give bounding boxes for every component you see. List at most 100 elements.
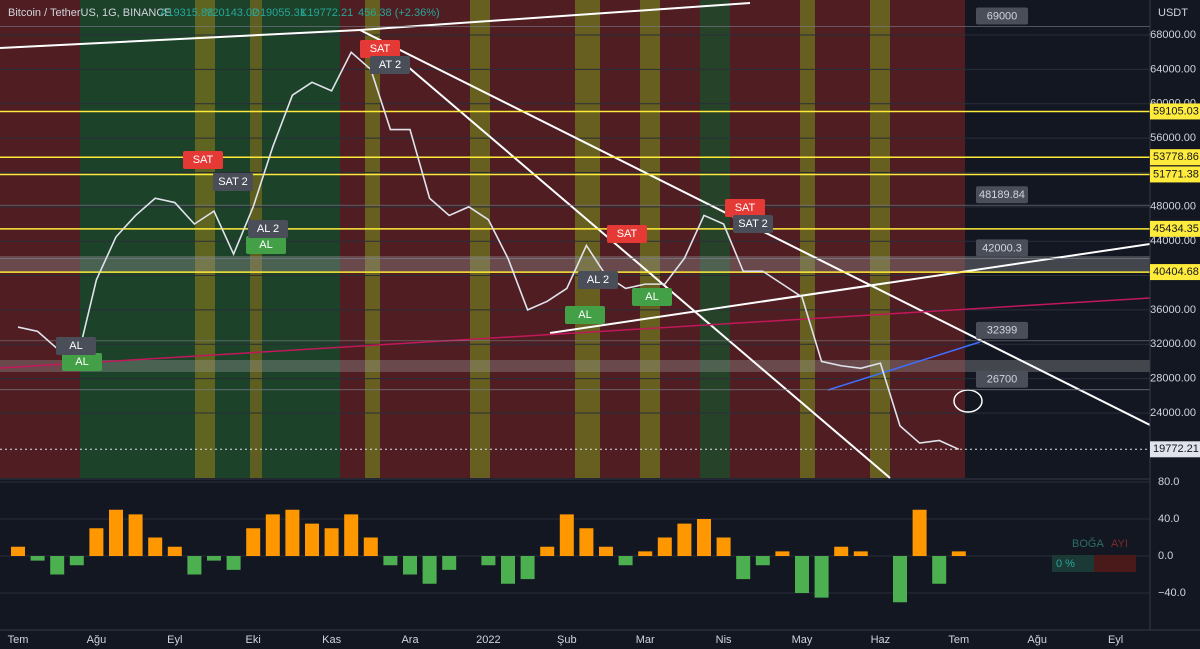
- zone: [0, 256, 1150, 272]
- signal-label: SAT: [617, 228, 638, 240]
- price-line: [17, 50, 960, 451]
- osc-bar: [69, 556, 84, 566]
- plot: 69000 48189.84 42000.3 32399 26700 SAT SAT 2 SA…: [0, 7, 1150, 603]
- price-note-box: [976, 370, 1028, 388]
- osc-bar: [618, 556, 633, 566]
- signal-label: AT 2: [379, 59, 401, 71]
- y-tick-label: 24000.00: [1150, 407, 1196, 419]
- osc-bar: [11, 546, 25, 556]
- osc-bar: [207, 556, 221, 561]
- bull-label: BOĞA: [1072, 537, 1104, 550]
- signal-badge: [565, 306, 605, 324]
- currency: USDT: [1158, 7, 1188, 19]
- x-tick-label: Tem: [8, 634, 29, 646]
- x-tick-label: Ara: [401, 634, 419, 646]
- low: D19055.31: [252, 7, 306, 19]
- level-label: 40404.68: [1153, 266, 1199, 278]
- x-tick-label: Ağu: [87, 634, 107, 646]
- signal-badge: [56, 337, 96, 355]
- x-tick-label: 2022: [476, 634, 500, 646]
- price-note-box: [976, 7, 1028, 25]
- osc-bar: [30, 556, 45, 561]
- osc-bar: [677, 523, 692, 556]
- osc-bar: [148, 537, 163, 556]
- level-label: 51771.38: [1153, 168, 1199, 180]
- price-note: 48189.84: [979, 189, 1025, 201]
- signal-label: AL: [69, 340, 82, 352]
- close: K19772.21: [300, 7, 353, 19]
- state-band: [700, 0, 730, 478]
- x-tick-label: Eyl: [1108, 634, 1123, 646]
- price-note: 69000: [987, 10, 1018, 22]
- level-badge: [1150, 166, 1200, 183]
- osc-bar: [697, 519, 711, 556]
- bull-percent: 0 %: [1056, 558, 1075, 570]
- axes: 24000.0028000.0032000.0036000.0040000.00…: [8, 29, 1200, 646]
- state-band: [0, 0, 80, 478]
- bear-box: [1094, 555, 1136, 572]
- zone: [0, 360, 1150, 372]
- state-band: [870, 0, 890, 478]
- trend-line: [0, 297, 1151, 369]
- x-tick-label: Kas: [322, 634, 341, 646]
- x-tick-label: Tem: [948, 634, 969, 646]
- signal-label: AL 2: [587, 274, 609, 286]
- signal-badge: [607, 225, 647, 243]
- osc-bar: [422, 556, 437, 584]
- background-bands: [0, 0, 1150, 594]
- state-band: [640, 0, 660, 478]
- y-tick-label: 44000.00: [1150, 235, 1196, 247]
- signal-label: SAT: [735, 202, 756, 214]
- osc-bar: [657, 537, 672, 556]
- osc-bar: [951, 551, 966, 556]
- price-note-box: [976, 321, 1028, 339]
- level-label: 53778.86: [1153, 151, 1199, 163]
- state-band: [195, 0, 215, 478]
- level-badge: [1150, 264, 1200, 281]
- y-tick-label: 80.0: [1158, 476, 1179, 488]
- osc-bar: [912, 509, 927, 556]
- osc-bar: [167, 546, 182, 556]
- osc-bar: [834, 546, 849, 556]
- bear-label: AYI: [1111, 538, 1128, 550]
- open: A19315.83: [160, 7, 213, 19]
- osc-bar: [579, 528, 594, 556]
- x-tick-label: Ağu: [1027, 634, 1047, 646]
- y-tick-label: 32000.00: [1150, 338, 1196, 350]
- level-label: 59105.03: [1153, 105, 1199, 117]
- price-note: 42000.3: [982, 242, 1022, 254]
- price-note-box: [976, 239, 1028, 257]
- y-tick-label: −40.0: [1158, 587, 1186, 599]
- osc-bar: [540, 546, 555, 556]
- x-tick-label: Mar: [636, 634, 655, 646]
- osc-bar: [226, 556, 241, 570]
- signal-badge: [62, 353, 102, 371]
- osc-bar: [795, 556, 809, 593]
- state-band: [365, 0, 380, 478]
- osc-bar: [285, 509, 300, 556]
- osc-bar: [481, 556, 496, 566]
- y-tick-label: 56000.00: [1150, 132, 1196, 144]
- signal-label: AL 2: [257, 223, 279, 235]
- osc-bar: [638, 551, 653, 556]
- osc-bar: [814, 556, 829, 598]
- osc-bar: [344, 514, 359, 556]
- osc-bar: [775, 551, 790, 556]
- signal-label: SAT: [370, 43, 391, 55]
- osc-bar: [187, 556, 202, 575]
- x-tick-label: Eyl: [167, 634, 182, 646]
- state-band: [80, 0, 250, 478]
- y-tick-label: 0.0: [1158, 550, 1173, 562]
- trend-line: [399, 59, 891, 479]
- level-badge: [1150, 149, 1200, 166]
- x-tick-label: Şub: [557, 634, 577, 646]
- signal-badge: [578, 271, 618, 289]
- y-tick-label: 48000.00: [1150, 201, 1196, 213]
- signal-badge: [183, 151, 223, 169]
- level-badge: [1150, 103, 1200, 120]
- signal-label: SAT 2: [218, 176, 248, 188]
- osc-bar: [246, 528, 261, 556]
- level-badge: [1150, 220, 1200, 237]
- signal-label: AL: [259, 239, 272, 251]
- last-price-badge: [1150, 441, 1200, 458]
